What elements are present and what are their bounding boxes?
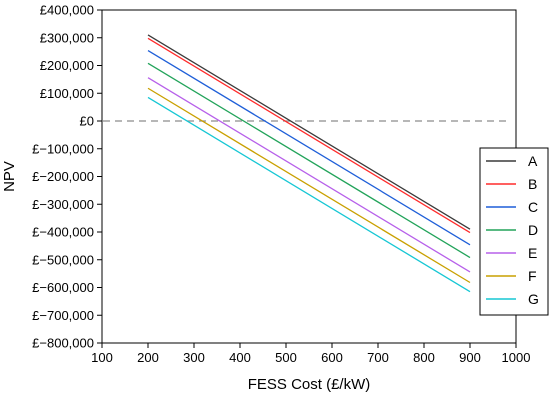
legend-label-a: A — [528, 153, 538, 169]
y-tick-label: £−800,000 — [32, 336, 94, 351]
series-line-g — [147, 96, 471, 293]
y-tick-label: £0 — [80, 114, 94, 129]
x-axis-title: FESS Cost (£/kW) — [248, 376, 371, 393]
y-tick-label: £−400,000 — [32, 225, 94, 240]
y-tick-label: £300,000 — [40, 30, 94, 45]
y-tick-label: £−700,000 — [32, 308, 94, 323]
x-tick-label: 500 — [275, 350, 297, 365]
legend-label-d: D — [528, 222, 538, 238]
legend-label-g: G — [528, 291, 539, 307]
series-line-c — [147, 49, 471, 246]
x-tick-label: 100 — [91, 350, 113, 365]
x-tick-label: 900 — [459, 350, 481, 365]
x-tick-label: 1000 — [502, 350, 531, 365]
legend-label-e: E — [528, 245, 537, 261]
x-tick-label: 600 — [321, 350, 343, 365]
y-tick-label: £−200,000 — [32, 169, 94, 184]
y-tick-label: £400,000 — [40, 3, 94, 18]
series-line-e — [147, 77, 471, 273]
x-tick-label: 200 — [137, 350, 159, 365]
series-line-f — [147, 87, 471, 284]
y-axis: £400,000 £300,000 £200,000 £100,000 £0 £−100,… — [32, 3, 102, 351]
x-tick-label: 400 — [229, 350, 251, 365]
series-line-a — [147, 34, 471, 230]
y-tick-label: £200,000 — [40, 58, 94, 73]
legend-box — [479, 147, 549, 316]
y-tick-label: £−600,000 — [32, 280, 94, 295]
y-tick-label: £−100,000 — [32, 141, 94, 156]
y-tick-label: £100,000 — [40, 86, 94, 101]
legend-label-b: B — [528, 176, 537, 192]
y-tick-label: £−300,000 — [32, 197, 94, 212]
x-tick-label: 800 — [413, 350, 435, 365]
x-tick-label: 700 — [367, 350, 389, 365]
y-tick-label: £−500,000 — [32, 252, 94, 267]
series-layer — [147, 34, 471, 293]
x-axis: 100 200 300 400 500 600 700 800 900 1000 — [91, 343, 530, 365]
x-tick-label: 300 — [183, 350, 205, 365]
legend-label-c: C — [528, 199, 538, 215]
series-line-d — [147, 62, 471, 259]
series-line-b — [147, 37, 471, 234]
y-axis-title: NPV — [1, 161, 18, 192]
legend-label-f: F — [528, 268, 537, 284]
